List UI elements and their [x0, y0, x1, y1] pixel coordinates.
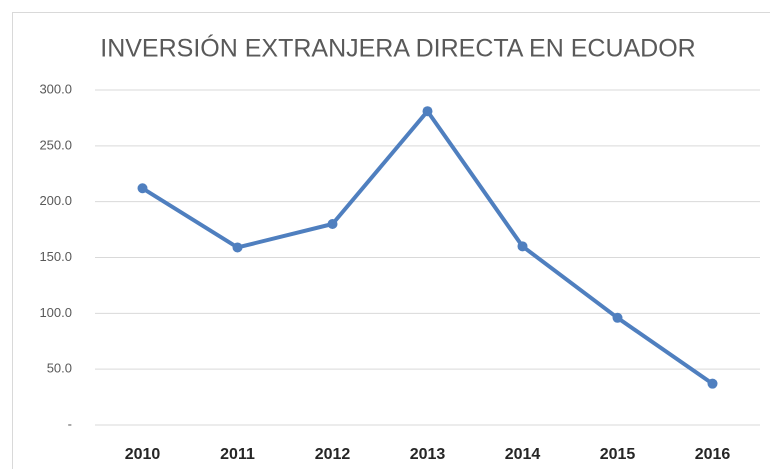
y-tick-label: 200.0 [39, 193, 72, 208]
y-tick-label: 300.0 [39, 81, 72, 96]
data-point [612, 312, 623, 323]
data-point [327, 219, 338, 229]
data-point [232, 242, 243, 253]
x-tick-label: 2014 [505, 446, 541, 463]
y-tick-label: 150.0 [39, 249, 72, 264]
x-tick-label: 2016 [695, 446, 731, 463]
x-tick-label: 2011 [220, 446, 255, 463]
data-point [707, 378, 718, 389]
data-point [517, 241, 528, 252]
x-tick-label: 2012 [315, 446, 351, 463]
y-tick-label: 100.0 [39, 305, 72, 320]
data-point [137, 183, 148, 194]
y-tick-label: - [68, 416, 72, 431]
x-tick-label: 2015 [600, 446, 636, 463]
x-tick-label: 2010 [125, 446, 161, 463]
y-tick-label: 250.0 [39, 137, 72, 152]
chart-title: INVERSIÓN EXTRANJERA DIRECTA EN ECUADOR [100, 34, 695, 63]
chart-frame [12, 12, 770, 469]
y-tick-label: 50.0 [47, 361, 72, 376]
x-tick-label: 2013 [410, 446, 446, 463]
data-line [140, 109, 715, 386]
data-point [422, 106, 433, 117]
